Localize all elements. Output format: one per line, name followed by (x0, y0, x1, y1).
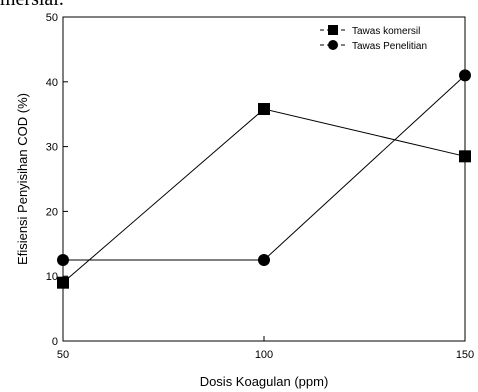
legend-marker-tawas-komersil (328, 25, 338, 35)
y-axis-label: Efisiensi Penyisihan COD (%) (15, 93, 30, 265)
y-tick-label-20: 20 (46, 206, 58, 218)
point-tawas-penelitian-100 (258, 254, 270, 266)
y-tick-label-50: 50 (46, 12, 58, 24)
y-tick-label-0: 0 (52, 336, 58, 348)
legend-label-tawas-penelitian: Tawas Penelitian (352, 41, 427, 52)
legend-marker-tawas-penelitian (328, 40, 338, 50)
legend-label-tawas-komersil: Tawas komersil (352, 26, 420, 37)
point-tawas-komersil-150 (459, 150, 471, 163)
point-tawas-komersil-100 (258, 103, 270, 116)
point-tawas-komersil-50 (57, 276, 69, 289)
y-tick-label-30: 30 (46, 142, 58, 154)
x-tick-label-150: 150 (456, 349, 474, 361)
plot-frame (62, 16, 466, 342)
point-tawas-penelitian-50 (57, 254, 69, 266)
y-tick-label-10: 10 (46, 271, 58, 283)
x-tick-label-100: 100 (255, 349, 273, 361)
x-tick-label-50: 50 (57, 349, 69, 361)
cropped-caption-text: mersial. (0, 0, 64, 11)
y-tick-label-40: 40 (46, 77, 58, 89)
x-axis-label: Dosis Koagulan (ppm) (200, 374, 329, 389)
point-tawas-penelitian-150 (459, 69, 471, 82)
